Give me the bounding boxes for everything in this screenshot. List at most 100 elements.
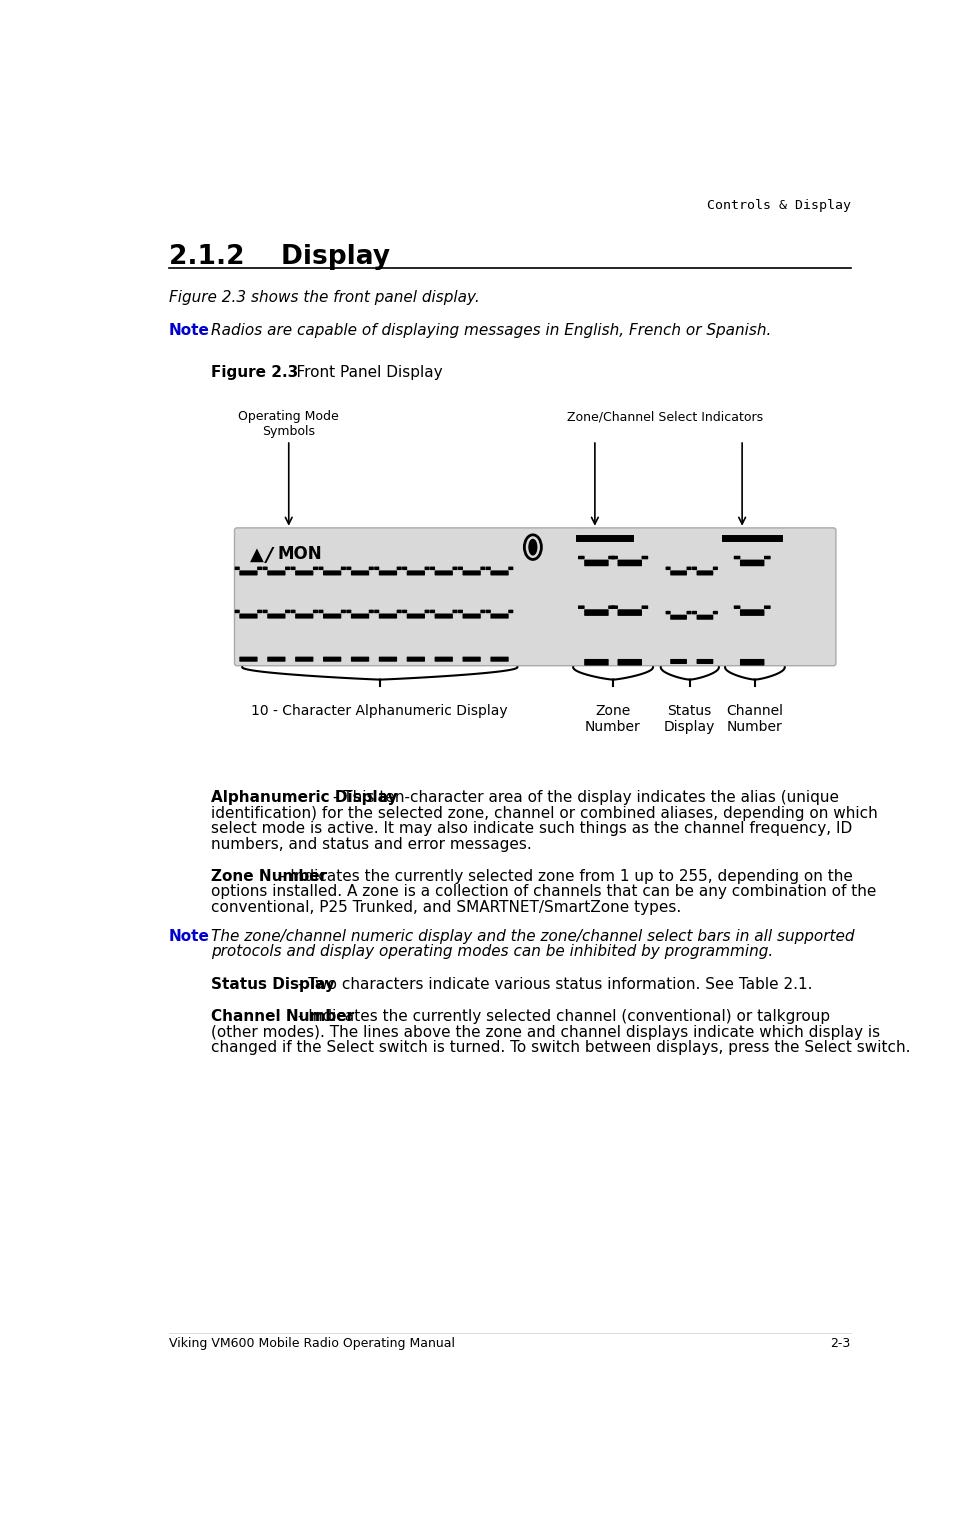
FancyBboxPatch shape: [406, 657, 425, 662]
FancyBboxPatch shape: [462, 613, 481, 619]
FancyBboxPatch shape: [462, 571, 481, 575]
Text: 2-3: 2-3: [830, 1337, 851, 1350]
Text: Alphanumeric Display: Alphanumeric Display: [211, 791, 398, 806]
FancyBboxPatch shape: [346, 566, 352, 571]
FancyBboxPatch shape: [687, 610, 692, 615]
FancyBboxPatch shape: [430, 610, 435, 613]
FancyBboxPatch shape: [374, 610, 379, 613]
FancyBboxPatch shape: [481, 566, 486, 571]
Text: numbers, and status and error messages.: numbers, and status and error messages.: [211, 836, 532, 852]
FancyBboxPatch shape: [578, 556, 584, 559]
FancyBboxPatch shape: [713, 610, 718, 615]
FancyBboxPatch shape: [697, 571, 713, 575]
FancyBboxPatch shape: [458, 566, 463, 571]
FancyBboxPatch shape: [406, 571, 425, 575]
FancyBboxPatch shape: [486, 566, 490, 571]
FancyBboxPatch shape: [490, 613, 509, 619]
FancyBboxPatch shape: [670, 571, 687, 575]
Ellipse shape: [529, 539, 536, 556]
Text: select mode is active. It may also indicate such things as the channel frequency: select mode is active. It may also indic…: [211, 821, 853, 836]
FancyBboxPatch shape: [341, 566, 346, 571]
Text: options installed. A zone is a collection of channels that can be any combinatio: options installed. A zone is a collectio…: [211, 885, 876, 899]
Text: The zone/channel numeric display and the zone/channel select bars in all support: The zone/channel numeric display and the…: [211, 929, 855, 944]
Text: Front Panel Display: Front Panel Display: [277, 364, 443, 380]
Text: Zone Number: Zone Number: [211, 868, 327, 883]
Text: Viking VM600 Mobile Radio Operating Manual: Viking VM600 Mobile Radio Operating Manu…: [169, 1337, 454, 1350]
FancyBboxPatch shape: [692, 566, 697, 571]
Text: changed if the Select switch is turned. To switch between displays, press the Se: changed if the Select switch is turned. …: [211, 1040, 911, 1055]
FancyBboxPatch shape: [397, 566, 402, 571]
FancyBboxPatch shape: [267, 571, 285, 575]
Text: (other modes). The lines above the zone and channel displays indicate which disp: (other modes). The lines above the zone …: [211, 1025, 880, 1040]
FancyBboxPatch shape: [642, 606, 648, 609]
FancyBboxPatch shape: [508, 566, 513, 571]
Text: Channel
Number: Channel Number: [726, 704, 783, 735]
FancyBboxPatch shape: [425, 610, 430, 613]
FancyBboxPatch shape: [584, 609, 609, 616]
FancyBboxPatch shape: [452, 610, 457, 613]
FancyBboxPatch shape: [263, 610, 268, 613]
FancyBboxPatch shape: [323, 571, 341, 575]
FancyBboxPatch shape: [435, 657, 453, 662]
FancyBboxPatch shape: [734, 556, 741, 559]
FancyBboxPatch shape: [351, 613, 369, 619]
FancyBboxPatch shape: [617, 609, 642, 616]
FancyBboxPatch shape: [740, 560, 764, 566]
FancyBboxPatch shape: [234, 528, 836, 666]
FancyBboxPatch shape: [617, 560, 642, 566]
Text: - Indicates the currently selected zone from 1 up to 255, depending on the: - Indicates the currently selected zone …: [276, 868, 853, 883]
Text: Channel Number: Channel Number: [211, 1009, 355, 1025]
FancyBboxPatch shape: [687, 566, 692, 571]
FancyBboxPatch shape: [403, 566, 407, 571]
Text: Controls & Display: Controls & Display: [706, 199, 851, 213]
FancyBboxPatch shape: [425, 566, 430, 571]
Text: protocols and display operating modes can be inhibited by programming.: protocols and display operating modes ca…: [211, 944, 774, 959]
FancyBboxPatch shape: [734, 606, 741, 609]
FancyBboxPatch shape: [584, 659, 609, 665]
FancyBboxPatch shape: [379, 613, 397, 619]
FancyBboxPatch shape: [295, 657, 314, 662]
FancyBboxPatch shape: [313, 566, 319, 571]
Text: Operating Mode
Symbols: Operating Mode Symbols: [238, 410, 339, 439]
FancyBboxPatch shape: [609, 556, 615, 559]
FancyBboxPatch shape: [490, 571, 509, 575]
FancyBboxPatch shape: [578, 606, 584, 609]
FancyBboxPatch shape: [351, 571, 369, 575]
Text: ▲: ▲: [250, 545, 264, 563]
FancyBboxPatch shape: [257, 566, 262, 571]
Text: Figure 2.3: Figure 2.3: [211, 364, 299, 380]
FancyBboxPatch shape: [462, 657, 481, 662]
FancyBboxPatch shape: [508, 610, 513, 613]
FancyBboxPatch shape: [267, 613, 285, 619]
Text: - Two characters indicate various status information. See Table 2.1.: - Two characters indicate various status…: [293, 976, 812, 991]
Text: Status
Display: Status Display: [663, 704, 715, 735]
FancyBboxPatch shape: [290, 566, 296, 571]
FancyBboxPatch shape: [584, 560, 609, 566]
FancyBboxPatch shape: [346, 610, 352, 613]
FancyBboxPatch shape: [313, 610, 319, 613]
FancyBboxPatch shape: [257, 610, 262, 613]
FancyBboxPatch shape: [617, 659, 642, 665]
Text: - Indicates the currently selected channel (conventional) or talkgroup: - Indicates the currently selected chann…: [293, 1009, 829, 1025]
FancyBboxPatch shape: [267, 657, 285, 662]
FancyBboxPatch shape: [319, 566, 323, 571]
FancyBboxPatch shape: [234, 610, 239, 613]
Text: Note: Note: [169, 323, 209, 339]
FancyBboxPatch shape: [612, 556, 618, 559]
FancyBboxPatch shape: [379, 571, 397, 575]
FancyBboxPatch shape: [374, 566, 379, 571]
FancyBboxPatch shape: [341, 610, 346, 613]
Text: /: /: [267, 546, 274, 565]
FancyBboxPatch shape: [351, 657, 369, 662]
Text: Zone/Channel Select Indicators: Zone/Channel Select Indicators: [567, 410, 763, 424]
FancyBboxPatch shape: [239, 657, 258, 662]
FancyBboxPatch shape: [665, 610, 670, 615]
FancyBboxPatch shape: [239, 613, 258, 619]
FancyBboxPatch shape: [295, 571, 314, 575]
FancyBboxPatch shape: [368, 610, 374, 613]
FancyBboxPatch shape: [670, 615, 687, 619]
FancyBboxPatch shape: [740, 659, 764, 665]
Text: Note: Note: [169, 929, 209, 944]
Text: Figure 2.3 shows the front panel display.: Figure 2.3 shows the front panel display…: [169, 290, 480, 305]
Text: MON: MON: [277, 545, 321, 563]
